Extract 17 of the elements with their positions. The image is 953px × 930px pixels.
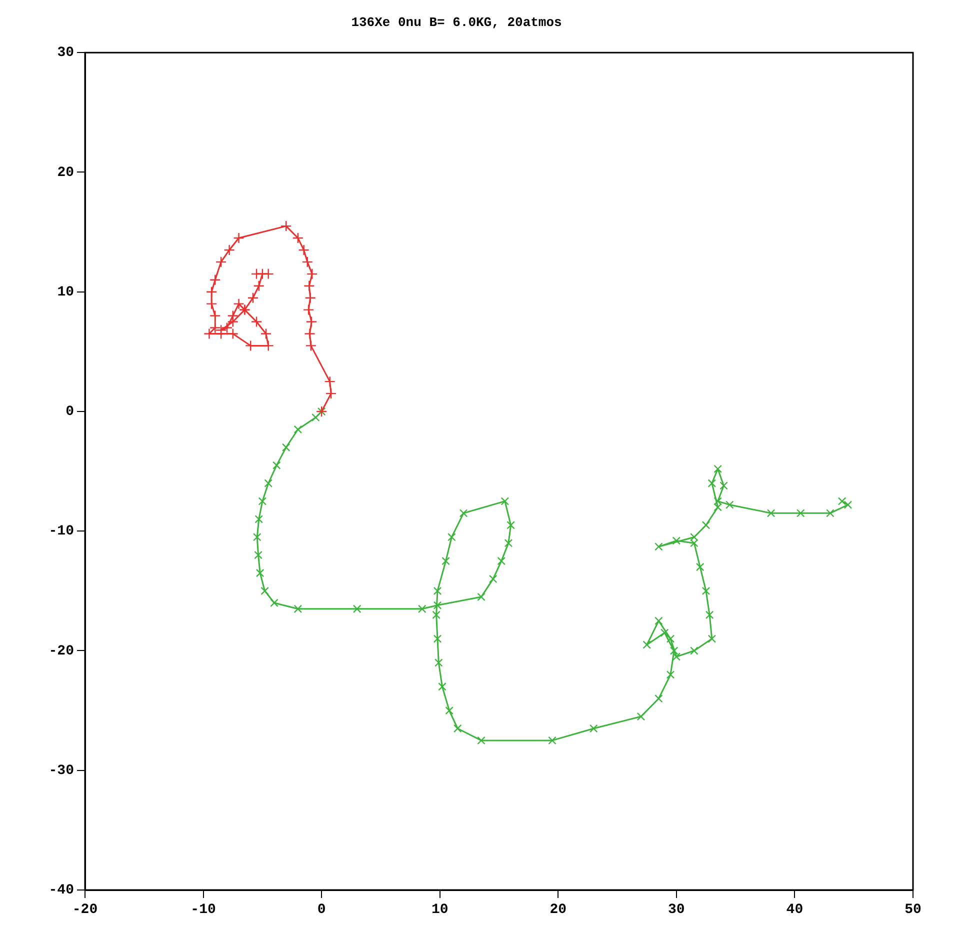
x-tick-label: 40 bbox=[786, 902, 804, 918]
y-tick-label: -30 bbox=[48, 762, 74, 779]
y-tick-label: 30 bbox=[57, 45, 74, 62]
x-tick-label: 20 bbox=[550, 902, 567, 918]
x-tick-label: 0 bbox=[317, 902, 326, 918]
chart-title: 136Xe 0nu B= 6.0KG, 20atmos bbox=[351, 15, 562, 30]
y-tick-label: 10 bbox=[57, 284, 74, 300]
y-tick-label: -20 bbox=[48, 643, 74, 660]
x-tick-label: -10 bbox=[190, 902, 216, 918]
y-tick-label: -40 bbox=[48, 882, 74, 899]
x-tick-label: -20 bbox=[72, 902, 98, 918]
y-tick-label: 0 bbox=[66, 404, 74, 420]
x-tick-label: 50 bbox=[904, 902, 922, 918]
x-tick-label: 30 bbox=[668, 902, 685, 918]
y-tick-label: -10 bbox=[48, 524, 74, 540]
y-tick-label: 20 bbox=[57, 164, 74, 181]
x-tick-label: 10 bbox=[431, 902, 448, 918]
